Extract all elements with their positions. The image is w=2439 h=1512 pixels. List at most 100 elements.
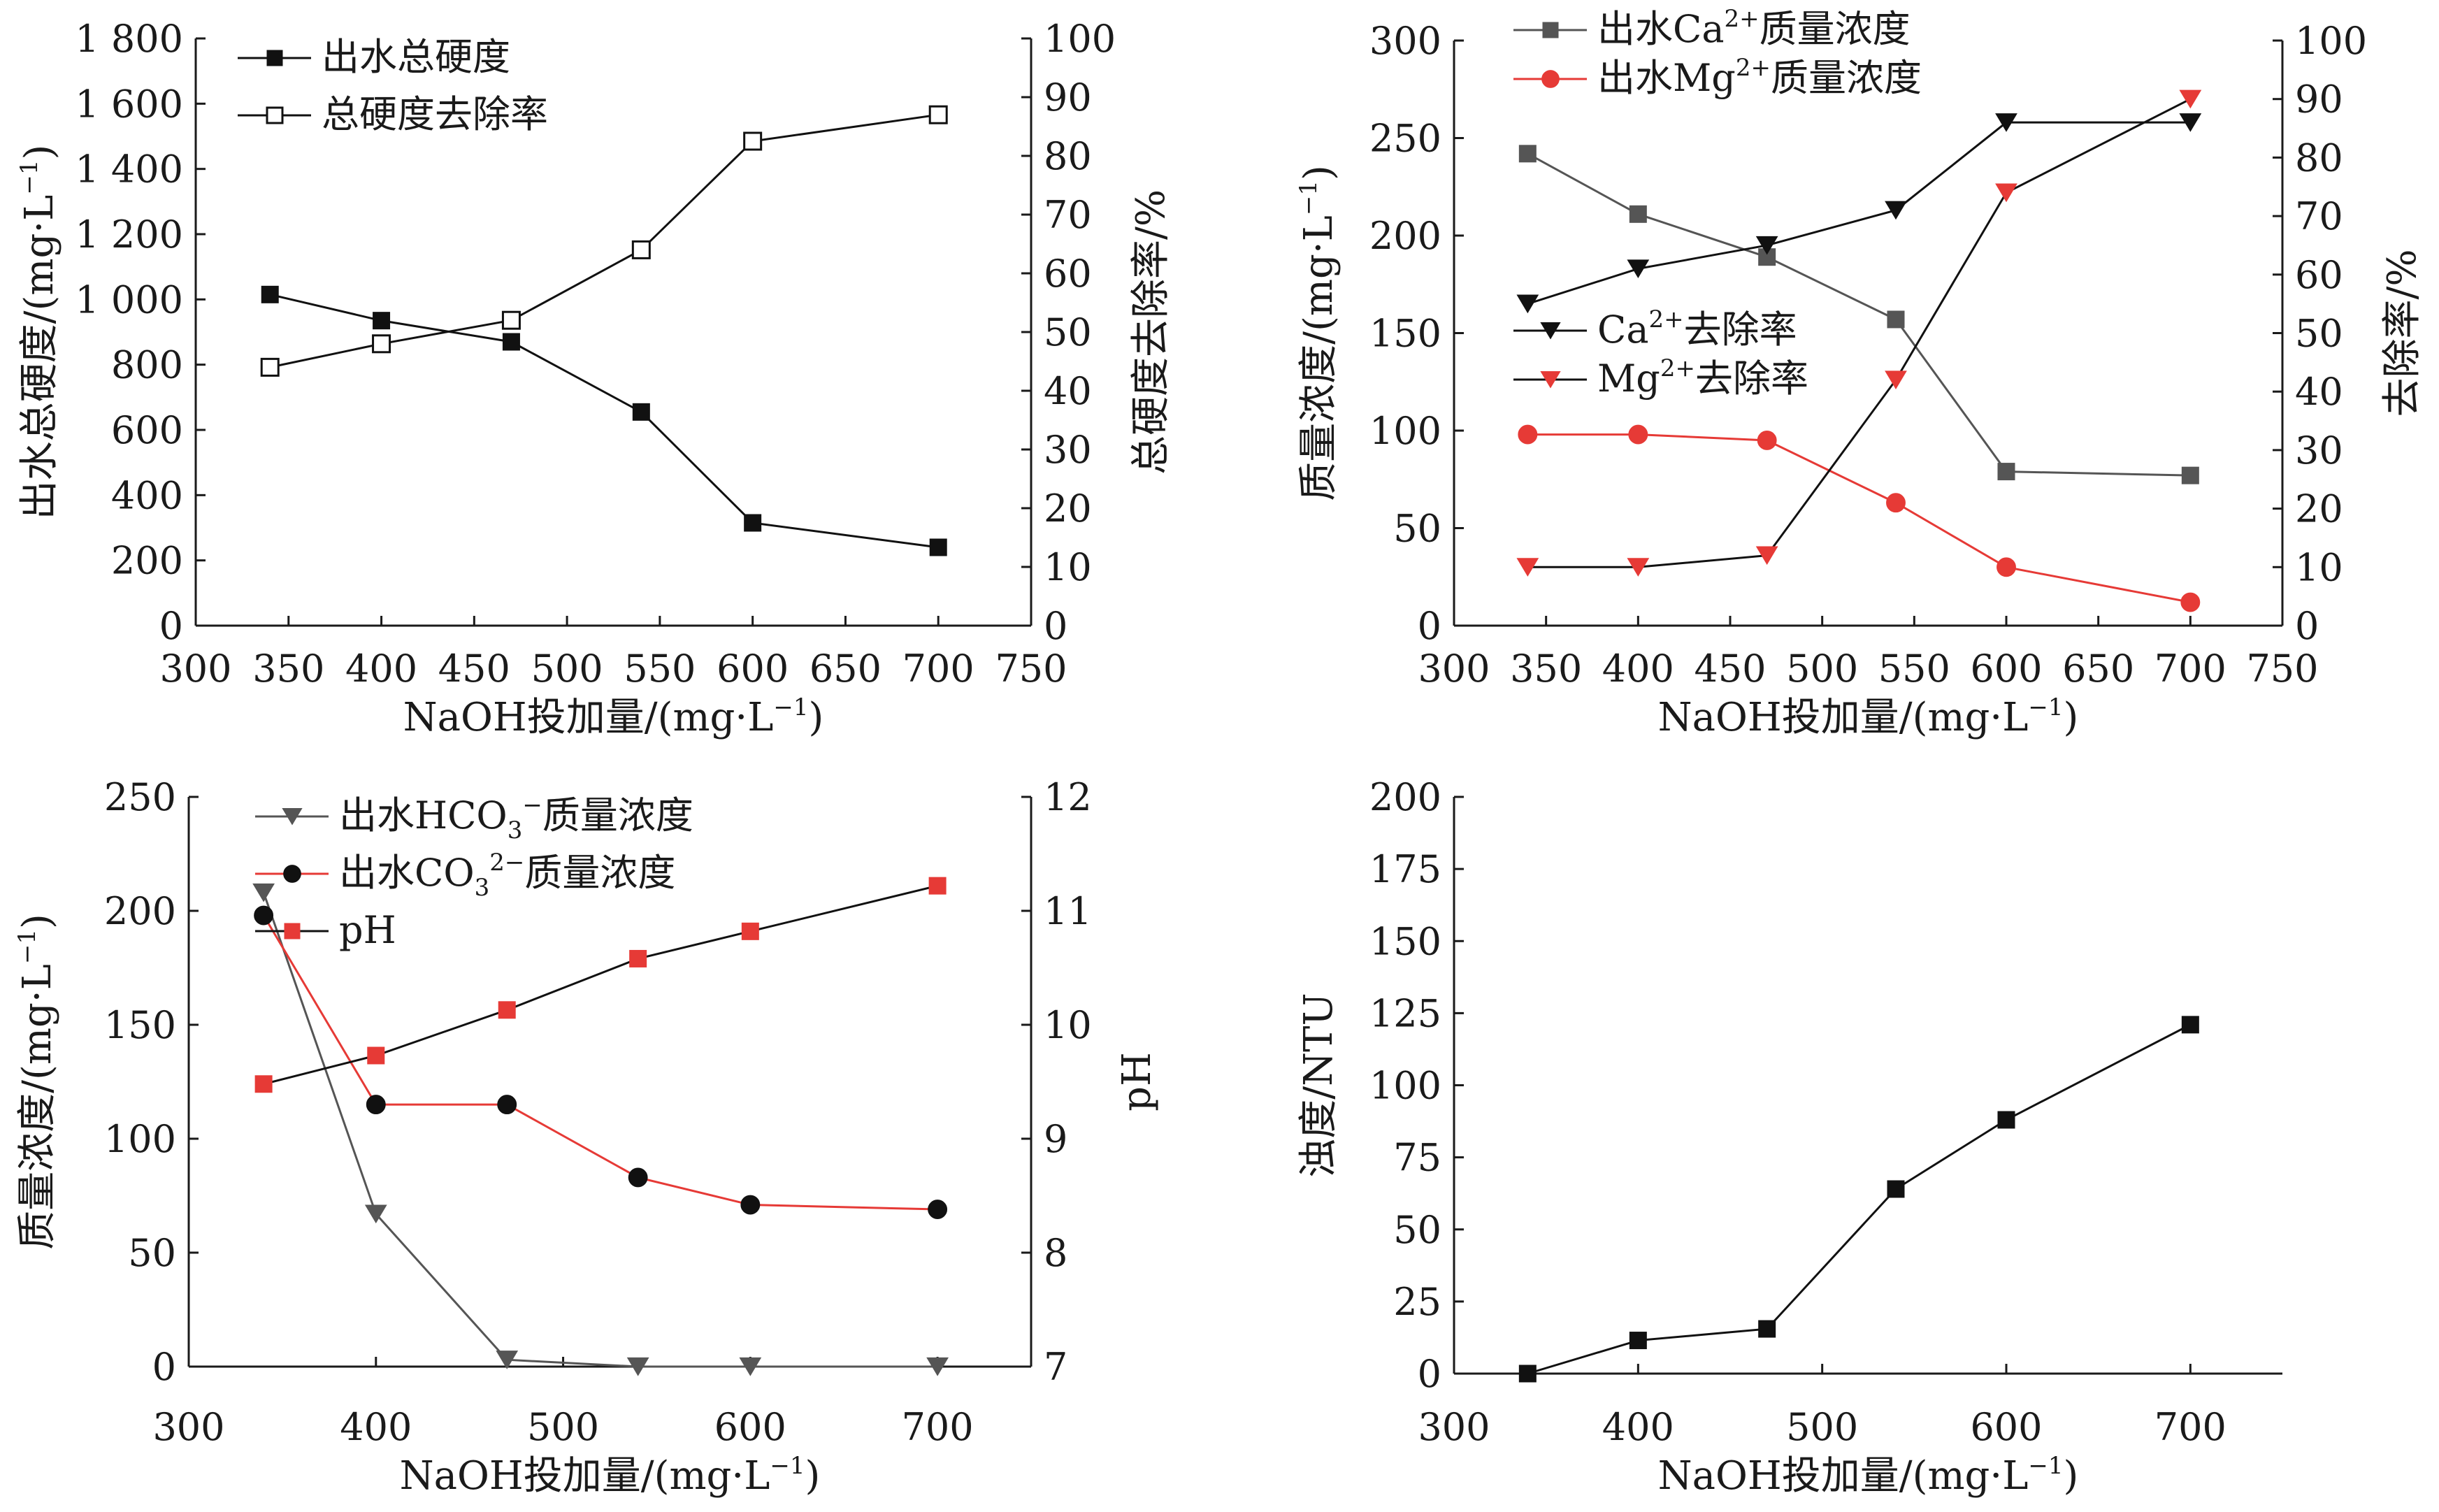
y2-axis-label: pH <box>1114 1052 1160 1111</box>
y2-tick-label: 10 <box>1044 1003 1092 1047</box>
data-point-0-5 <box>2181 1016 2199 1034</box>
y-tick-label: 200 <box>1369 775 1441 819</box>
legend-label-0-main: 出水总硬度 <box>322 35 510 79</box>
legend-marker-0 <box>1542 22 1559 38</box>
y-tick-label: 50 <box>1393 507 1441 551</box>
y2-tick-label: 100 <box>2295 19 2367 63</box>
y-tick-label: 600 <box>111 408 183 452</box>
data-point-1-1 <box>1628 424 1648 445</box>
legend-label-2: pH <box>339 908 396 952</box>
legend-label-1-sup: 2+ <box>1736 54 1771 82</box>
y-tick-label: 1 200 <box>75 213 183 257</box>
y-tick-label: 1 800 <box>75 17 183 61</box>
series-line-2 <box>1527 121 2191 305</box>
data-point-0-5 <box>929 538 947 556</box>
x-axis-label-main: NaOH投加量/(mg·L <box>400 1453 770 1499</box>
legend-label-0-main: 出水Ca <box>1597 7 1725 51</box>
y2-tick-label: 12 <box>1044 775 1092 819</box>
series-line-0 <box>1527 1023 2192 1375</box>
x-tick-label: 600 <box>717 647 789 691</box>
legend-label-0-main: 出水HCO <box>339 793 508 837</box>
x-tick-label: 550 <box>624 647 696 691</box>
y-tick-label: 200 <box>1369 214 1441 258</box>
x-tick-label: 650 <box>810 647 882 691</box>
y2-tick-label: 100 <box>1044 17 1116 61</box>
legend-label-1-sup: 2− <box>489 849 524 877</box>
x-axis-label: NaOH投加量/(mg·L−1) <box>1658 1452 2079 1499</box>
x-tick-label: 750 <box>2246 647 2318 691</box>
data-point-0-0 <box>1518 1365 1537 1383</box>
data-point-1-4 <box>743 131 763 151</box>
y-axis-label-end: ) <box>15 914 60 929</box>
y2-tick-label: 40 <box>2295 370 2343 414</box>
legend-label-2-sup: 2+ <box>1649 305 1684 333</box>
x-axis-label: NaOH投加量/(mg·L−1) <box>403 693 824 740</box>
data-point-0-3 <box>632 403 650 421</box>
x-axis-label-end: ) <box>2064 1453 2079 1499</box>
y2-tick-label: 10 <box>2295 545 2343 589</box>
data-point-0-2 <box>496 1351 519 1369</box>
x-tick-label: 450 <box>1694 647 1766 691</box>
data-point-1-2 <box>497 1095 517 1115</box>
data-point-0-4 <box>739 1357 762 1376</box>
y-tick-label: 1 400 <box>75 147 183 192</box>
x-tick-label: 600 <box>1970 1405 2042 1449</box>
x-tick-label: 400 <box>1602 647 1674 691</box>
y-tick-label: 25 <box>1393 1280 1441 1324</box>
y-tick-label: 0 <box>1418 604 1441 648</box>
y-tick-label: 0 <box>159 604 183 648</box>
data-point-3-0 <box>1516 558 1539 577</box>
x-tick-label: 500 <box>531 647 603 691</box>
y-axis-label-sup: −1 <box>15 160 43 195</box>
y2-tick-label: 20 <box>1044 487 1092 531</box>
y-tick-label: 100 <box>104 1117 176 1161</box>
y2-tick-label: 7 <box>1044 1345 1067 1389</box>
y2-tick-label: 70 <box>2295 194 2343 238</box>
y2-tick-label: 9 <box>1044 1117 1067 1161</box>
legend-label-2-main: pH <box>339 908 396 952</box>
data-point-0-1 <box>1629 205 1647 223</box>
data-point-0-5 <box>926 1357 949 1376</box>
x-axis-label-end: ) <box>805 1453 821 1499</box>
y2-tick-label: 30 <box>2295 429 2343 473</box>
data-point-1-2 <box>1757 431 1777 450</box>
x-axis-label: NaOH投加量/(mg·L−1) <box>400 1452 821 1499</box>
y2-tick-label: 8 <box>1044 1231 1067 1275</box>
data-point-2-2 <box>1755 236 1778 255</box>
legend-label-0: 出水HCO3−质量浓度 <box>339 791 693 844</box>
data-point-1-4 <box>1996 557 2016 577</box>
x-axis-label-sup: −1 <box>2028 693 2063 721</box>
data-point-0-3 <box>1887 1180 1905 1198</box>
data-point-0-1 <box>1629 1332 1647 1350</box>
data-point-0-4 <box>744 514 762 532</box>
data-point-0-0 <box>1518 145 1537 163</box>
legend-label-1: 出水Mg2+质量浓度 <box>1597 54 1922 100</box>
data-point-1-0 <box>260 357 280 377</box>
data-point-1-5 <box>928 105 948 124</box>
y-tick-label: 300 <box>1369 19 1441 63</box>
legend-label-0-suffix: 质量浓度 <box>542 793 693 837</box>
x-tick-label: 500 <box>527 1405 599 1449</box>
data-point-2-1 <box>367 1046 385 1065</box>
legend-marker-3 <box>1540 370 1561 389</box>
y-axis-label: 浊度/NTU <box>1296 993 1341 1177</box>
data-point-3-5 <box>2179 89 2202 109</box>
legend-marker-1 <box>266 106 284 124</box>
y-tick-label: 1 000 <box>75 278 183 322</box>
y2-tick-label: 0 <box>1044 604 1067 648</box>
data-point-0-2 <box>1758 1320 1776 1338</box>
x-tick-label: 300 <box>1418 1405 1490 1449</box>
legend-label-0-sub: 3 <box>508 816 523 844</box>
x-tick-label: 350 <box>252 647 324 691</box>
panel-a-total-hardness: 300 350 400 450 500 550 600 650 700 7500200400600… <box>15 17 1174 740</box>
y2-tick-label: 60 <box>1044 252 1092 296</box>
y-tick-label: 200 <box>111 539 183 583</box>
series-line-2 <box>263 884 938 1086</box>
data-point-2-4 <box>1995 113 2017 132</box>
series-line-1 <box>262 914 938 1211</box>
data-point-0-2 <box>502 333 520 351</box>
legend-label-2-main: Ca <box>1597 308 1649 352</box>
y-tick-label: 175 <box>1369 847 1441 891</box>
x-tick-label: 650 <box>2062 647 2134 691</box>
y-axis-label: 出水总硬度/(mg·L−1) <box>15 145 62 520</box>
